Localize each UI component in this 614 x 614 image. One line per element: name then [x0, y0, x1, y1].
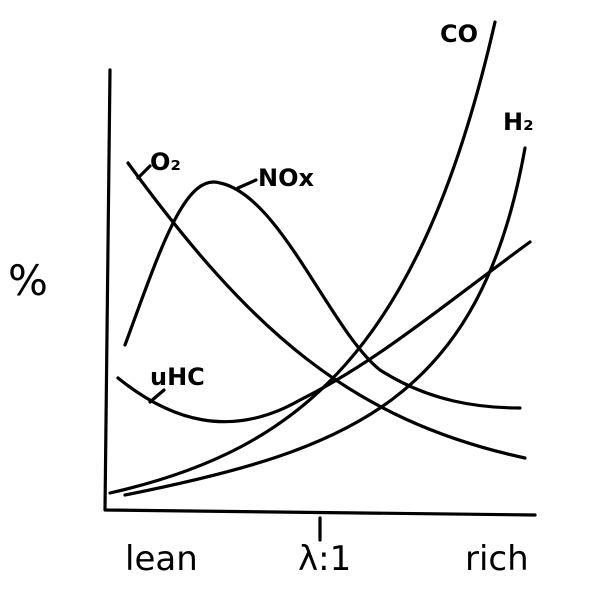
curve-label: uHC	[150, 363, 205, 391]
y-axis-label: %	[8, 256, 48, 305]
x-axis-label: λ:1	[298, 539, 351, 579]
x-axis-label: lean	[125, 539, 198, 579]
o2-curve	[126, 161, 527, 460]
nox-curve	[123, 180, 522, 410]
curve-label: H₂	[503, 108, 534, 136]
axes	[103, 68, 537, 517]
curve-label: CO	[440, 20, 478, 48]
o2-leader	[136, 164, 152, 180]
h2-curve	[123, 146, 527, 497]
uhc-leader	[148, 388, 166, 404]
curve-label: O₂	[150, 148, 181, 176]
curve-label: NOx	[258, 164, 314, 192]
uhc-curve	[116, 240, 532, 424]
x-axis-label: rich	[465, 539, 529, 579]
nox-leader	[236, 178, 258, 190]
co-curve	[108, 20, 497, 495]
